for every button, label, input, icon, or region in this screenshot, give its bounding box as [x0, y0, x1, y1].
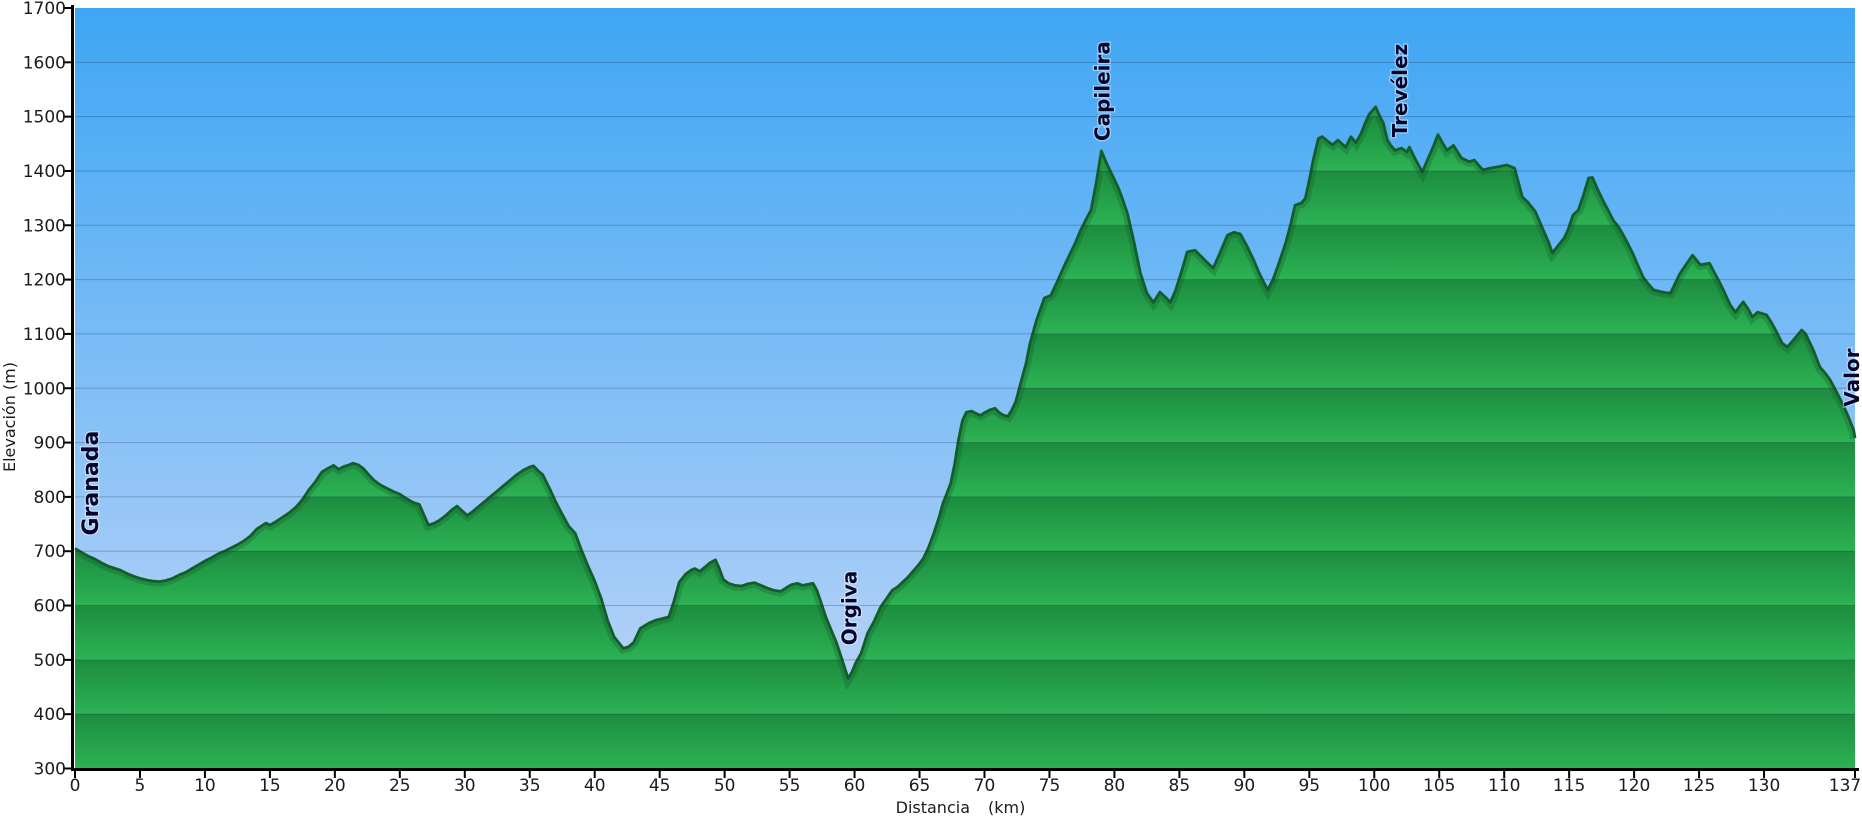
y-tick-label: 800 — [34, 488, 66, 508]
y-tick-label: 1000 — [23, 379, 66, 399]
waypoint-label-trevelez: Trevélez — [1388, 44, 1412, 138]
waypoint-labels: Granada Orgiva Capileira Trevélez Valor — [78, 40, 1862, 647]
x-tick-label: 45 — [649, 776, 671, 796]
y-tick-label: 1600 — [23, 53, 66, 73]
x-tick-label: 35 — [519, 776, 541, 796]
waypoint-label-capileira: Capileira — [1090, 41, 1114, 141]
x-tick-label: 10 — [194, 776, 216, 796]
tick-labels: 3004005006007008009001000110012001300140… — [23, 0, 1861, 796]
x-axis-title-unit: (km) — [988, 798, 1025, 817]
x-tick-label: 15 — [259, 776, 281, 796]
x-tick-label: 60 — [844, 776, 866, 796]
waypoint-label-orgiva: Orgiva — [838, 571, 862, 646]
elevation-area — [74, 105, 1857, 769]
x-tick-label: 85 — [1169, 776, 1191, 796]
x-tick-label: 115 — [1553, 776, 1585, 796]
x-tick-label: 110 — [1488, 776, 1520, 796]
x-tick-label: 5 — [135, 776, 146, 796]
y-tick-label: 400 — [34, 705, 66, 725]
x-tick-label: 90 — [1234, 776, 1256, 796]
y-tick-label: 500 — [34, 651, 66, 671]
x-tick-label: 95 — [1298, 776, 1320, 796]
y-tick-label: 600 — [34, 597, 66, 617]
x-tick-label: 70 — [974, 776, 996, 796]
axes — [63, 5, 1859, 778]
y-tick-label: 300 — [34, 760, 66, 780]
x-tick-label: 65 — [909, 776, 931, 796]
x-tick-label: 55 — [779, 776, 801, 796]
x-tick-label: 130 — [1748, 776, 1780, 796]
terrain-edge-line — [74, 105, 1857, 680]
x-tick-label: 137 — [1829, 776, 1861, 796]
waypoint-label-valor: Valor — [1840, 348, 1862, 406]
y-tick-label: 900 — [34, 434, 66, 454]
y-tick-label: 1500 — [23, 108, 66, 128]
y-tick-label: 700 — [34, 542, 66, 562]
y-tick-label: 1400 — [23, 162, 66, 182]
x-tick-label: 50 — [714, 776, 736, 796]
x-tick-label: 0 — [70, 776, 81, 796]
x-tick-label: 125 — [1683, 776, 1715, 796]
x-axis-title: Distancia — [896, 798, 970, 817]
waypoint-label-granada: Granada — [79, 431, 104, 536]
x-tick-label: 100 — [1358, 776, 1390, 796]
y-tick-label: 1700 — [23, 0, 66, 19]
y-tick-label: 1100 — [23, 325, 66, 345]
x-tick-label: 105 — [1423, 776, 1455, 796]
x-tick-label: 120 — [1618, 776, 1650, 796]
y-tick-label: 1300 — [23, 216, 66, 236]
terrain-fill — [75, 106, 1855, 769]
gridlines — [75, 61, 1855, 715]
y-axis-title: Elevación (m) — [0, 362, 19, 472]
y-tick-label: 1200 — [23, 271, 66, 291]
x-tick-label: 75 — [1039, 776, 1061, 796]
x-tick-label: 20 — [324, 776, 346, 796]
x-tick-label: 25 — [389, 776, 411, 796]
x-tick-label: 40 — [584, 776, 606, 796]
x-tick-label: 80 — [1104, 776, 1126, 796]
x-tick-label: 30 — [454, 776, 476, 796]
